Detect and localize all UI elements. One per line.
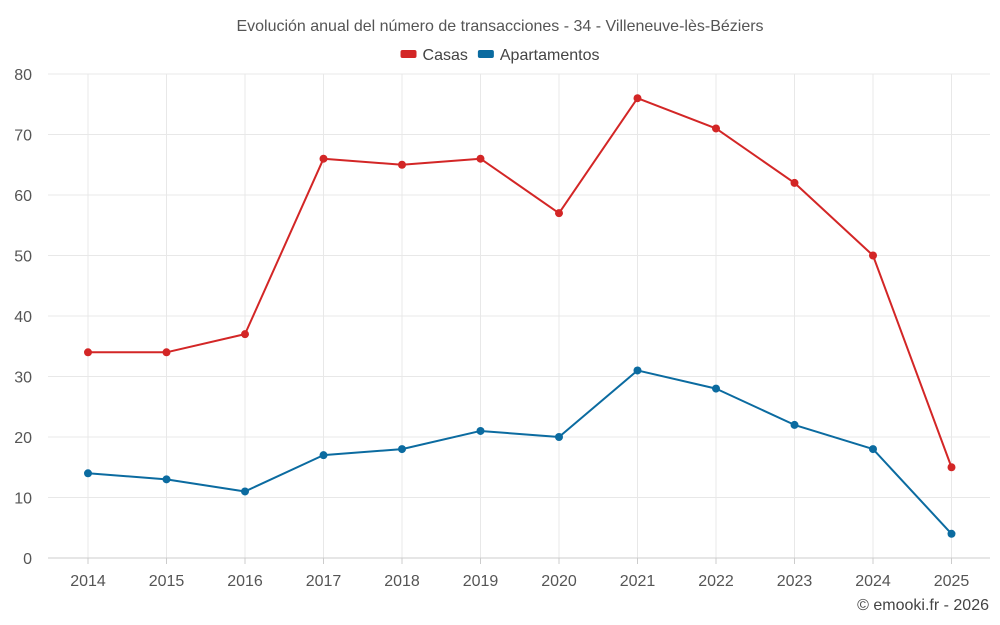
- x-tick-label: 2018: [384, 573, 420, 590]
- data-point[interactable]: [241, 330, 249, 339]
- x-axis: 2014 2015 2016 2017 2018 2019 2020 2021 2022 2023…: [48, 557, 990, 590]
- x-tick-label: 2015: [149, 573, 185, 590]
- data-point[interactable]: [712, 124, 720, 133]
- data-point[interactable]: [790, 178, 799, 187]
- y-tick-label: 50: [14, 249, 32, 266]
- legend-label: Casas: [423, 47, 468, 64]
- data-point[interactable]: [869, 445, 877, 454]
- legend-item-apartamentos[interactable]: Apartamentos: [477, 47, 600, 64]
- data-point[interactable]: [476, 154, 485, 163]
- legend: Casas Apartamentos: [400, 47, 600, 64]
- legend-item-casas[interactable]: Casas: [400, 47, 468, 64]
- data-point[interactable]: [84, 348, 92, 357]
- data-point[interactable]: [947, 529, 956, 538]
- data-point[interactable]: [633, 94, 642, 103]
- data-point[interactable]: [555, 209, 563, 218]
- x-tick-label: 2016: [227, 573, 263, 590]
- y-tick-label: 60: [14, 188, 32, 205]
- data-point[interactable]: [633, 366, 642, 375]
- x-tick-label: 2025: [934, 573, 970, 590]
- series-line-apartamentos: [87, 369, 953, 535]
- data-point[interactable]: [869, 251, 877, 260]
- data-point[interactable]: [398, 445, 406, 454]
- data-point[interactable]: [555, 433, 563, 441]
- legend-label: Apartamentos: [500, 47, 600, 64]
- y-tick-label: 70: [14, 128, 32, 145]
- x-tick-label: 2019: [463, 573, 499, 590]
- x-tick-label: 2021: [620, 573, 656, 590]
- credit-text: © emooki.fr - 2026: [857, 597, 989, 614]
- y-tick-label: 80: [14, 67, 32, 84]
- x-tick-label: 2022: [698, 573, 734, 590]
- legend-swatch: [477, 50, 494, 58]
- y-tick-label: 30: [14, 370, 32, 387]
- y-tick-label: 40: [14, 309, 32, 326]
- data-point[interactable]: [162, 475, 171, 484]
- legend-swatch: [400, 50, 417, 58]
- chart-title: Evolución anual del número de transaccio…: [236, 18, 763, 35]
- series-layer: [84, 94, 956, 538]
- data-point[interactable]: [790, 420, 799, 429]
- series-line-casas: [88, 97, 953, 468]
- grid: [48, 73, 990, 558]
- data-point[interactable]: [947, 463, 956, 472]
- data-point[interactable]: [241, 487, 249, 496]
- data-point[interactable]: [476, 426, 485, 435]
- x-tick-label: 2024: [855, 573, 891, 590]
- y-axis: 0 10 20 30 40 50 60 70 80: [14, 67, 32, 568]
- y-tick-label: 10: [14, 491, 32, 508]
- y-tick-label: 0: [23, 551, 32, 568]
- data-point[interactable]: [398, 160, 406, 169]
- x-tick-label: 2017: [306, 573, 342, 590]
- data-point[interactable]: [162, 348, 171, 357]
- data-point[interactable]: [712, 384, 720, 393]
- series-casas: [84, 94, 956, 472]
- data-point[interactable]: [84, 469, 92, 478]
- y-tick-label: 20: [14, 430, 32, 447]
- series-apartamentos: [84, 366, 956, 538]
- data-point[interactable]: [319, 451, 328, 460]
- x-tick-label: 2020: [541, 573, 577, 590]
- x-tick-label: 2014: [70, 573, 106, 590]
- x-tick-label: 2023: [777, 573, 813, 590]
- data-point[interactable]: [319, 154, 328, 163]
